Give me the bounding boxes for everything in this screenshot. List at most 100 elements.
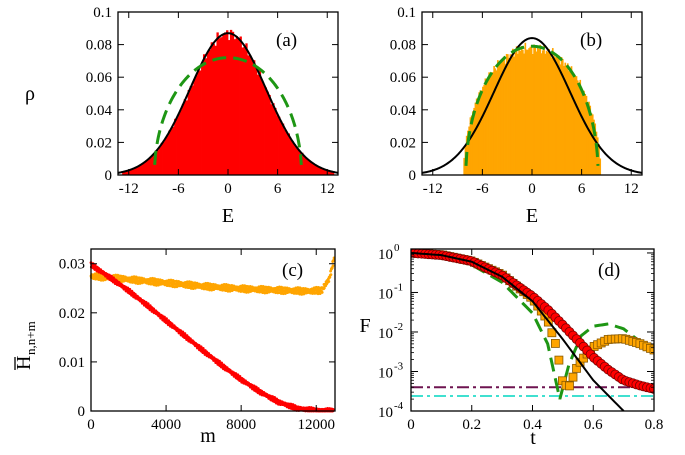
y-tick-label: 10 bbox=[378, 247, 393, 263]
histogram-bar bbox=[324, 169, 327, 175]
histogram-bar bbox=[490, 72, 493, 175]
histogram-bar bbox=[588, 101, 590, 175]
x-tick-label: 6 bbox=[578, 181, 586, 197]
histogram-bar bbox=[295, 146, 298, 175]
histogram-bar bbox=[270, 104, 273, 175]
histogram-bar bbox=[497, 60, 499, 175]
histogram-bar bbox=[541, 50, 544, 175]
histogram-bar bbox=[176, 117, 179, 175]
histogram-bar bbox=[247, 55, 250, 175]
histogram-bar bbox=[162, 141, 165, 175]
histogram-bar bbox=[281, 123, 285, 175]
red-scatter-point bbox=[199, 345, 203, 349]
histogram-bar bbox=[545, 50, 548, 175]
histogram-bar bbox=[485, 83, 488, 175]
x-tick-label: -6 bbox=[476, 181, 489, 197]
histogram-bar bbox=[174, 118, 177, 175]
histogram-bar bbox=[470, 115, 473, 175]
panel-a-xlabel: E bbox=[222, 205, 234, 227]
histogram-bar bbox=[330, 171, 333, 175]
histogram-bar bbox=[306, 159, 310, 175]
histogram-bar bbox=[185, 100, 188, 175]
orange-square-marker bbox=[565, 381, 574, 391]
histogram-bar bbox=[208, 49, 212, 175]
y-tick-label: 0 bbox=[409, 168, 417, 184]
red-scatter-point bbox=[165, 317, 168, 320]
orange-scatter-point bbox=[318, 292, 322, 296]
histogram-bar bbox=[544, 53, 547, 175]
histogram-bar bbox=[549, 52, 552, 175]
histogram-bar bbox=[553, 55, 555, 175]
y-tick-label: 0.02 bbox=[59, 306, 85, 322]
red-scatter-point bbox=[146, 302, 150, 306]
panel-d-marks bbox=[411, 249, 654, 411]
panel-a: -12 -6 0 6 12 0 0.02 0.04 0.06 0.08 0.1 (a) E ρ bbox=[25, 5, 339, 227]
histogram-bar bbox=[193, 79, 196, 175]
histogram-bar bbox=[581, 90, 584, 175]
y-tick-label: 10 bbox=[378, 326, 393, 342]
histogram-bar bbox=[214, 45, 217, 175]
histogram-bar bbox=[492, 72, 494, 175]
histogram-bar bbox=[170, 128, 173, 175]
histogram-bar bbox=[583, 90, 585, 175]
histogram-bar bbox=[135, 167, 138, 175]
orange-scatter-point bbox=[263, 291, 267, 295]
histogram-bar bbox=[318, 167, 321, 175]
histogram-bar bbox=[187, 90, 190, 175]
histogram-bar bbox=[239, 36, 242, 175]
histogram-bar bbox=[222, 34, 225, 176]
red-scatter-point bbox=[201, 347, 205, 350]
histogram-bar bbox=[498, 64, 500, 175]
orange-scatter-point bbox=[329, 273, 333, 276]
histogram-bar bbox=[569, 70, 572, 175]
red-scatter-point bbox=[163, 315, 166, 319]
histogram-bar bbox=[310, 162, 314, 175]
histogram-bar bbox=[297, 149, 300, 175]
histogram-bar bbox=[503, 56, 505, 176]
x-tick-label: -12 bbox=[119, 181, 139, 197]
y-tick-exponent: -1 bbox=[394, 281, 403, 293]
orange-scatter-point bbox=[241, 284, 245, 287]
histogram-bar bbox=[304, 157, 308, 175]
histogram-bar bbox=[566, 63, 569, 175]
y-tick-label: 0.08 bbox=[86, 38, 112, 54]
histogram-bar bbox=[243, 46, 246, 175]
panel-b: -12 -6 0 6 12 0 0.02 0.04 0.06 0.08 0.1 (b) E bbox=[390, 5, 643, 227]
black-solid-curve bbox=[411, 251, 625, 411]
histogram-bar bbox=[314, 164, 317, 175]
histogram-bar bbox=[519, 50, 522, 175]
histogram-bar bbox=[585, 95, 588, 175]
histogram-bar bbox=[272, 103, 275, 175]
panel-c-ylabel-sub: n,n+m bbox=[23, 321, 38, 355]
histogram-bar bbox=[507, 54, 509, 176]
panel-a-marks bbox=[117, 29, 339, 176]
semicircle-fit-curve bbox=[153, 56, 303, 165]
histogram-bar bbox=[320, 167, 323, 175]
histogram-bar bbox=[571, 75, 574, 175]
histogram-bar bbox=[264, 87, 267, 175]
x-tick-label: 0.6 bbox=[584, 417, 603, 433]
histogram-bar bbox=[505, 53, 508, 175]
gaussian-fit-curve bbox=[421, 37, 643, 174]
red-scatter-point bbox=[331, 407, 335, 411]
y-tick-label: 0.02 bbox=[390, 135, 416, 151]
histogram-bar bbox=[258, 70, 262, 175]
histogram-bar bbox=[522, 49, 524, 175]
histogram-bar bbox=[539, 44, 542, 176]
histogram-bar bbox=[555, 55, 558, 175]
orange-scatter-point bbox=[154, 283, 158, 287]
histogram-bar bbox=[478, 92, 480, 175]
orange-scatter-point bbox=[132, 275, 136, 279]
x-tick-label: 4000 bbox=[151, 417, 181, 433]
orange-square-marker bbox=[550, 339, 560, 348]
histogram-bar bbox=[197, 67, 200, 175]
histogram-bar bbox=[513, 56, 515, 175]
histogram-bar bbox=[139, 164, 142, 175]
histogram-bar bbox=[527, 49, 529, 175]
histogram-bar bbox=[489, 76, 492, 175]
histogram-bar bbox=[580, 87, 583, 175]
red-scatter-point bbox=[273, 396, 276, 399]
panel-c-ylabel: H n,n+m bbox=[13, 321, 38, 370]
orange-scatter-point bbox=[300, 292, 304, 296]
histogram-bar bbox=[500, 61, 503, 175]
